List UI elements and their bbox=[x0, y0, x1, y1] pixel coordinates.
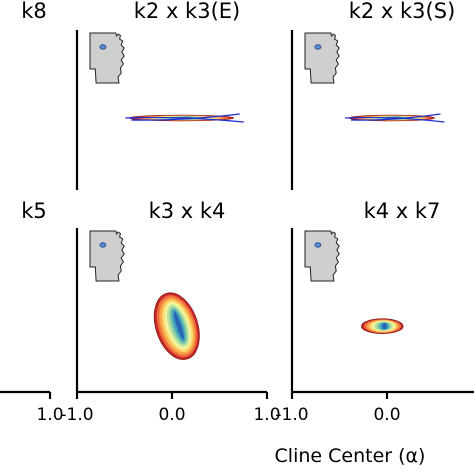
x-axis-label: Cline Center (α) bbox=[275, 445, 426, 467]
panel-title: k2 x k3(S) bbox=[349, 0, 456, 23]
contour-level-9 bbox=[173, 311, 184, 340]
x-tick-label: -1.0 bbox=[60, 405, 93, 425]
panel-5: k3 x k4 -1.0 0.0 1.0 bbox=[60, 199, 280, 425]
sample-location-marker bbox=[314, 44, 322, 50]
contour-level-9 bbox=[382, 323, 387, 330]
panel-4: k5 1.0 bbox=[0, 199, 64, 425]
sample-location-marker bbox=[99, 44, 107, 50]
x-tick-label: 1.0 bbox=[253, 405, 280, 425]
state-map-inset bbox=[89, 230, 125, 282]
state-map-inset bbox=[89, 32, 125, 84]
state-map-inset bbox=[304, 230, 340, 282]
density-contours bbox=[153, 292, 200, 360]
x-tick-label: 1.0 bbox=[36, 405, 63, 425]
cline-trace-line bbox=[125, 113, 244, 123]
panel-title: k5 bbox=[21, 199, 47, 223]
panel-2: k2 x k3(E) bbox=[75, 0, 244, 190]
panel-title: k3 x k4 bbox=[149, 199, 226, 223]
panel-title: k8 bbox=[21, 0, 47, 23]
cline-trace-line bbox=[344, 113, 445, 123]
panel-6: k4 x k7-1.00.01. bbox=[275, 199, 474, 425]
density-contours bbox=[360, 318, 404, 335]
sample-location-marker bbox=[99, 242, 107, 248]
panel-title: k4 x k7 bbox=[364, 199, 441, 223]
x-tick-label: -1.0 bbox=[275, 405, 308, 425]
panel-3: k2 x k3(S) bbox=[290, 0, 456, 190]
sample-location-marker bbox=[314, 242, 322, 248]
state-map-inset bbox=[304, 32, 340, 84]
x-tick-label: 0.0 bbox=[373, 405, 400, 425]
x-tick-label: 0.0 bbox=[158, 405, 185, 425]
panel-1: k8 bbox=[21, 0, 47, 23]
panel-title: k2 x k3(E) bbox=[134, 0, 240, 23]
